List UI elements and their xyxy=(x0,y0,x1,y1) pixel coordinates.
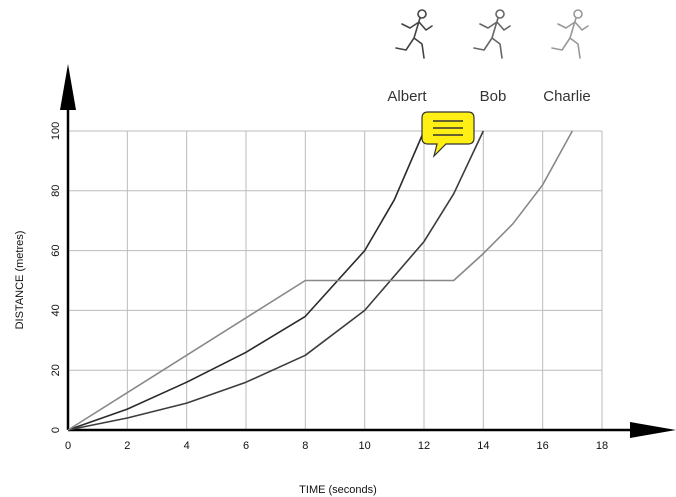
y-tick-label: 100 xyxy=(50,122,62,140)
x-axis-arrow xyxy=(630,422,676,438)
speech-bubble xyxy=(422,112,474,156)
x-tick-label: 18 xyxy=(596,440,608,452)
x-tick-label: 8 xyxy=(302,440,308,452)
y-tick-label: 60 xyxy=(50,244,62,256)
chart: TIME (seconds) DISTANCE (metres) 0 2 4 6 8 10… xyxy=(0,0,676,497)
y-tick-label: 80 xyxy=(50,185,62,197)
runner-icons xyxy=(396,10,588,58)
x-tick-label: 16 xyxy=(537,440,549,452)
x-tick-label: 10 xyxy=(359,440,371,452)
x-tick-label: 4 xyxy=(184,440,190,452)
x-tick-label: 14 xyxy=(477,440,489,452)
y-axis-arrow xyxy=(60,64,76,110)
x-axis-label: TIME (seconds) xyxy=(299,484,377,496)
x-tick-label: 2 xyxy=(124,440,130,452)
x-tick-label: 12 xyxy=(418,440,430,452)
y-tick-label: 0 xyxy=(50,427,62,433)
speech-bubble-part xyxy=(422,112,474,156)
legend-label: Bob xyxy=(480,88,507,105)
x-tick-label: 6 xyxy=(243,440,249,452)
legend-label: Charlie xyxy=(543,88,591,105)
x-tick-label: 0 xyxy=(65,440,71,452)
y-tick-label: 40 xyxy=(50,304,62,316)
y-tick-label: 20 xyxy=(50,364,62,376)
series-line xyxy=(68,131,572,430)
y-axis-label: DISTANCE (metres) xyxy=(14,231,26,330)
legend-label: Albert xyxy=(387,88,427,105)
